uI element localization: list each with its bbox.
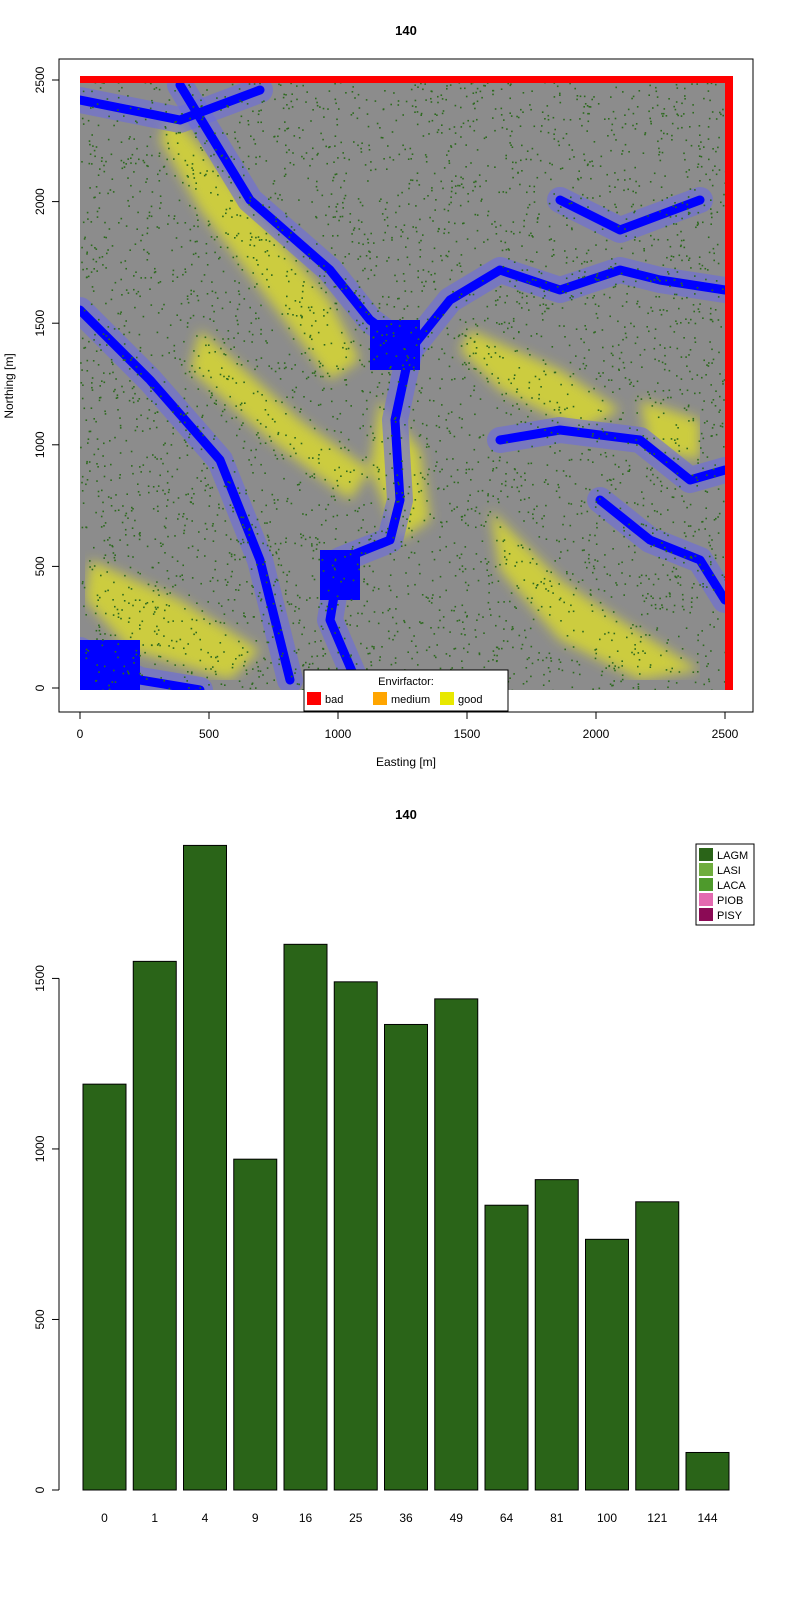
envirfactor-legend: Envirfactor: bad medium good [303, 669, 509, 712]
map-x-tick-label: 1000 [325, 727, 352, 741]
map-y-tick-label: 1500 [33, 310, 47, 337]
border-right [725, 76, 733, 690]
bar-144 [685, 1451, 730, 1491]
map-x-tick-label: 0 [77, 727, 84, 741]
legend-swatch-bad [307, 692, 321, 705]
bar-x-tick-label: 121 [647, 1511, 667, 1525]
map-y-tick-label: 2500 [33, 66, 47, 93]
bar-x-tick-label: 144 [697, 1511, 717, 1525]
bar-y-axis: 0 500 1000 1500 [33, 965, 60, 1493]
bar-25 [333, 981, 378, 1491]
species-swatch-PIOB [699, 893, 713, 906]
bar-x-tick-label: 100 [597, 1511, 617, 1525]
tree-points [80, 80, 727, 690]
bar-121 [635, 1201, 680, 1491]
map-y-tick-label: 1000 [33, 431, 47, 458]
envirfactor-legend-box [303, 669, 509, 712]
border-markers [80, 76, 733, 690]
map-y-axis-label: Northing [m] [2, 353, 16, 418]
legend-swatch-good [440, 692, 454, 705]
species-swatch-LAGM [699, 848, 713, 861]
map-y-axis: 0 500 1000 1500 2000 2500 [33, 66, 60, 691]
bar-100 [585, 1238, 629, 1491]
bar-9 [233, 1158, 278, 1491]
species-label-PISY: PISY [717, 910, 743, 922]
map-x-axis-label: Easting [m] [376, 755, 436, 769]
bar-y-tick-label: 500 [33, 1309, 47, 1329]
bar-x-tick-label: 36 [399, 1511, 413, 1525]
species-label-LACA: LACA [717, 880, 746, 892]
map-x-tick-label: 2000 [583, 727, 610, 741]
bar-81 [534, 1179, 579, 1491]
species-label-LAGM: LAGM [717, 850, 748, 862]
species-label-PIOB: PIOB [717, 895, 743, 907]
bar-x-tick-label: 4 [202, 1511, 209, 1525]
bar-title: 140 [395, 807, 417, 822]
bar-x-tick-label: 9 [252, 1511, 259, 1525]
bar-series-lagm [82, 844, 730, 1491]
bar-y-tick-label: 1000 [33, 1135, 47, 1162]
bar-64 [484, 1204, 529, 1491]
bar-x-tick-label: 1 [151, 1511, 158, 1525]
envirfactor-legend-title: Envirfactor: [378, 676, 434, 688]
bar-y-tick-label: 1500 [33, 965, 47, 992]
bar-1 [132, 960, 177, 1491]
species-swatch-LACA [699, 878, 713, 891]
map-x-axis: 0 500 1000 1500 2000 2500 [77, 711, 739, 741]
map-x-tick-label: 2500 [712, 727, 739, 741]
legend-label-bad: bad [325, 694, 343, 706]
bar-x-tick-label: 81 [550, 1511, 564, 1525]
bar-x-tick-label: 16 [299, 1511, 313, 1525]
bar-0 [82, 1083, 127, 1491]
species-swatch-PISY [699, 908, 713, 921]
map-y-tick-label: 0 [33, 684, 47, 691]
map-title: 140 [395, 23, 417, 38]
legend-label-medium: medium [391, 694, 430, 706]
bar-x-tick-label: 64 [500, 1511, 514, 1525]
species-label-LASI: LASI [717, 865, 741, 877]
bar-49 [434, 998, 479, 1491]
map-y-tick-label: 2000 [33, 188, 47, 215]
bar-4 [183, 844, 227, 1491]
map-chart: 140 0 500 1000 1500 2000 2500 0 500 1000 1500 200… [2, 23, 754, 769]
species-legend: LAGM LASI LACA PIOB PISY [695, 843, 755, 926]
species-swatch-LASI [699, 863, 713, 876]
bar-x-axis: 0 1 4 9 16 25 36 49 64 81 100 121 144 [101, 1511, 718, 1525]
bar-16 [283, 943, 328, 1491]
bar-x-tick-label: 25 [349, 1511, 363, 1525]
bar-y-tick-label: 0 [33, 1486, 47, 1493]
map-x-tick-label: 1500 [454, 727, 481, 741]
border-top [80, 76, 733, 83]
bar-x-tick-label: 49 [450, 1511, 464, 1525]
bar-x-tick-label: 0 [101, 1511, 108, 1525]
legend-swatch-medium [373, 692, 387, 705]
bar-36 [384, 1023, 428, 1491]
map-x-tick-label: 500 [199, 727, 219, 741]
map-y-tick-label: 500 [33, 556, 47, 576]
legend-label-good: good [458, 694, 482, 706]
environment-raster [80, 80, 730, 690]
